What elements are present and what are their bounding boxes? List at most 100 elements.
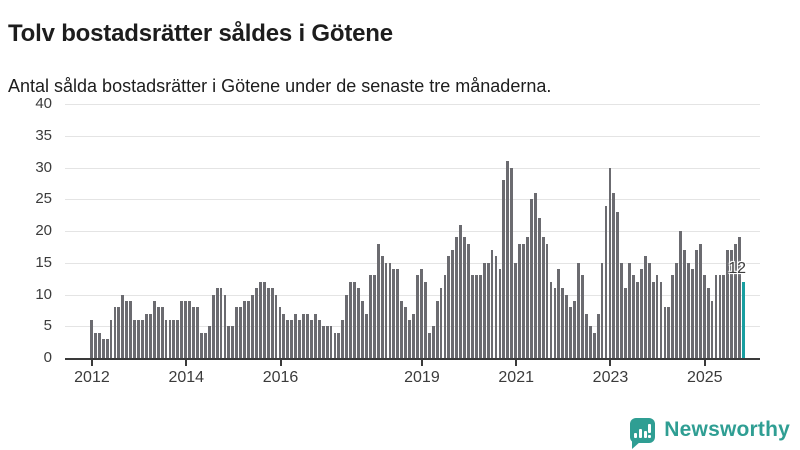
bar xyxy=(247,300,250,358)
bar xyxy=(156,307,160,358)
x-tick-label-2021: 2021 xyxy=(498,369,534,386)
bar xyxy=(168,319,172,358)
x-axis-line xyxy=(65,358,760,360)
bar xyxy=(679,231,683,358)
last-value-label: 12 xyxy=(728,259,747,277)
bar xyxy=(431,326,435,358)
bar xyxy=(325,326,329,358)
bar xyxy=(333,332,337,358)
bar xyxy=(196,307,199,358)
bar xyxy=(337,332,341,358)
bar xyxy=(471,275,474,358)
bar xyxy=(412,313,415,358)
bar xyxy=(388,262,392,358)
bar xyxy=(490,250,494,358)
bar xyxy=(427,332,431,358)
bar xyxy=(506,161,510,358)
bar xyxy=(482,262,486,358)
bar xyxy=(687,262,690,358)
bar xyxy=(478,275,482,358)
y-tick-label: 35 xyxy=(35,126,52,144)
bar xyxy=(710,300,714,358)
bar xyxy=(561,288,565,358)
bar xyxy=(141,319,144,358)
bar xyxy=(262,281,266,358)
bar xyxy=(306,313,309,358)
gridline-30 xyxy=(65,167,760,169)
bar xyxy=(207,326,211,358)
bar xyxy=(451,250,455,358)
bar xyxy=(408,319,411,358)
bar xyxy=(164,319,168,358)
x-tick-label-2014: 2014 xyxy=(168,369,205,386)
bar-current-highlight xyxy=(742,281,745,358)
gridline-20 xyxy=(65,231,760,232)
bar xyxy=(192,307,195,358)
bar xyxy=(219,288,223,358)
bar xyxy=(443,275,447,358)
bar xyxy=(372,275,376,358)
bar xyxy=(545,243,549,358)
x-tick-2014 xyxy=(185,360,188,366)
x-tick-label-2016: 2016 xyxy=(262,369,299,386)
x-tick-label-2019: 2019 xyxy=(404,369,440,386)
bar xyxy=(494,256,498,358)
bar xyxy=(581,275,584,358)
bar xyxy=(290,319,294,358)
bar xyxy=(215,288,219,358)
bar xyxy=(577,262,580,358)
bar xyxy=(541,237,545,358)
x-tick-2019 xyxy=(420,360,423,366)
bar xyxy=(133,319,137,358)
bar xyxy=(125,300,129,358)
bar xyxy=(588,326,592,358)
x-tick-2025 xyxy=(703,360,706,366)
bar xyxy=(651,281,655,358)
bar xyxy=(522,243,525,358)
x-tick-2016 xyxy=(279,360,282,366)
bar xyxy=(376,243,380,358)
newsworthy-icon-bars xyxy=(634,423,652,438)
bar xyxy=(329,326,333,358)
bar xyxy=(380,256,384,358)
bar xyxy=(675,262,679,358)
y-tick-label: 0 xyxy=(43,349,52,366)
bar xyxy=(730,250,734,358)
bar xyxy=(447,256,451,358)
bar xyxy=(584,313,588,358)
bar xyxy=(667,307,671,358)
bar xyxy=(361,300,364,358)
bar xyxy=(278,307,282,358)
bar xyxy=(309,319,313,358)
bar xyxy=(357,288,360,358)
newsworthy-branding[interactable]: Newsworthy xyxy=(630,414,790,449)
bar xyxy=(726,250,730,358)
bar xyxy=(144,313,148,358)
bar xyxy=(396,269,400,358)
bar xyxy=(596,313,600,358)
x-tick-2012 xyxy=(90,360,93,366)
bar xyxy=(643,256,647,358)
bar xyxy=(368,275,372,358)
bar xyxy=(694,250,698,358)
bar xyxy=(557,269,561,358)
bar xyxy=(423,281,427,358)
x-tick-label-2023: 2023 xyxy=(592,369,629,386)
bar xyxy=(467,243,470,358)
bar xyxy=(353,281,356,358)
bar xyxy=(90,319,93,358)
bar xyxy=(624,288,628,358)
bar xyxy=(486,262,490,358)
bar xyxy=(109,319,113,358)
bar xyxy=(592,332,596,358)
bar xyxy=(129,300,133,358)
bar xyxy=(282,313,286,358)
bar xyxy=(152,300,156,358)
bar xyxy=(364,313,368,358)
bar xyxy=(294,313,298,358)
x-tick-2023 xyxy=(609,360,612,366)
y-tick-label: 20 xyxy=(35,222,52,239)
chart-subtitle: Antal sålda bostadsrätter i Götene under… xyxy=(8,76,552,96)
